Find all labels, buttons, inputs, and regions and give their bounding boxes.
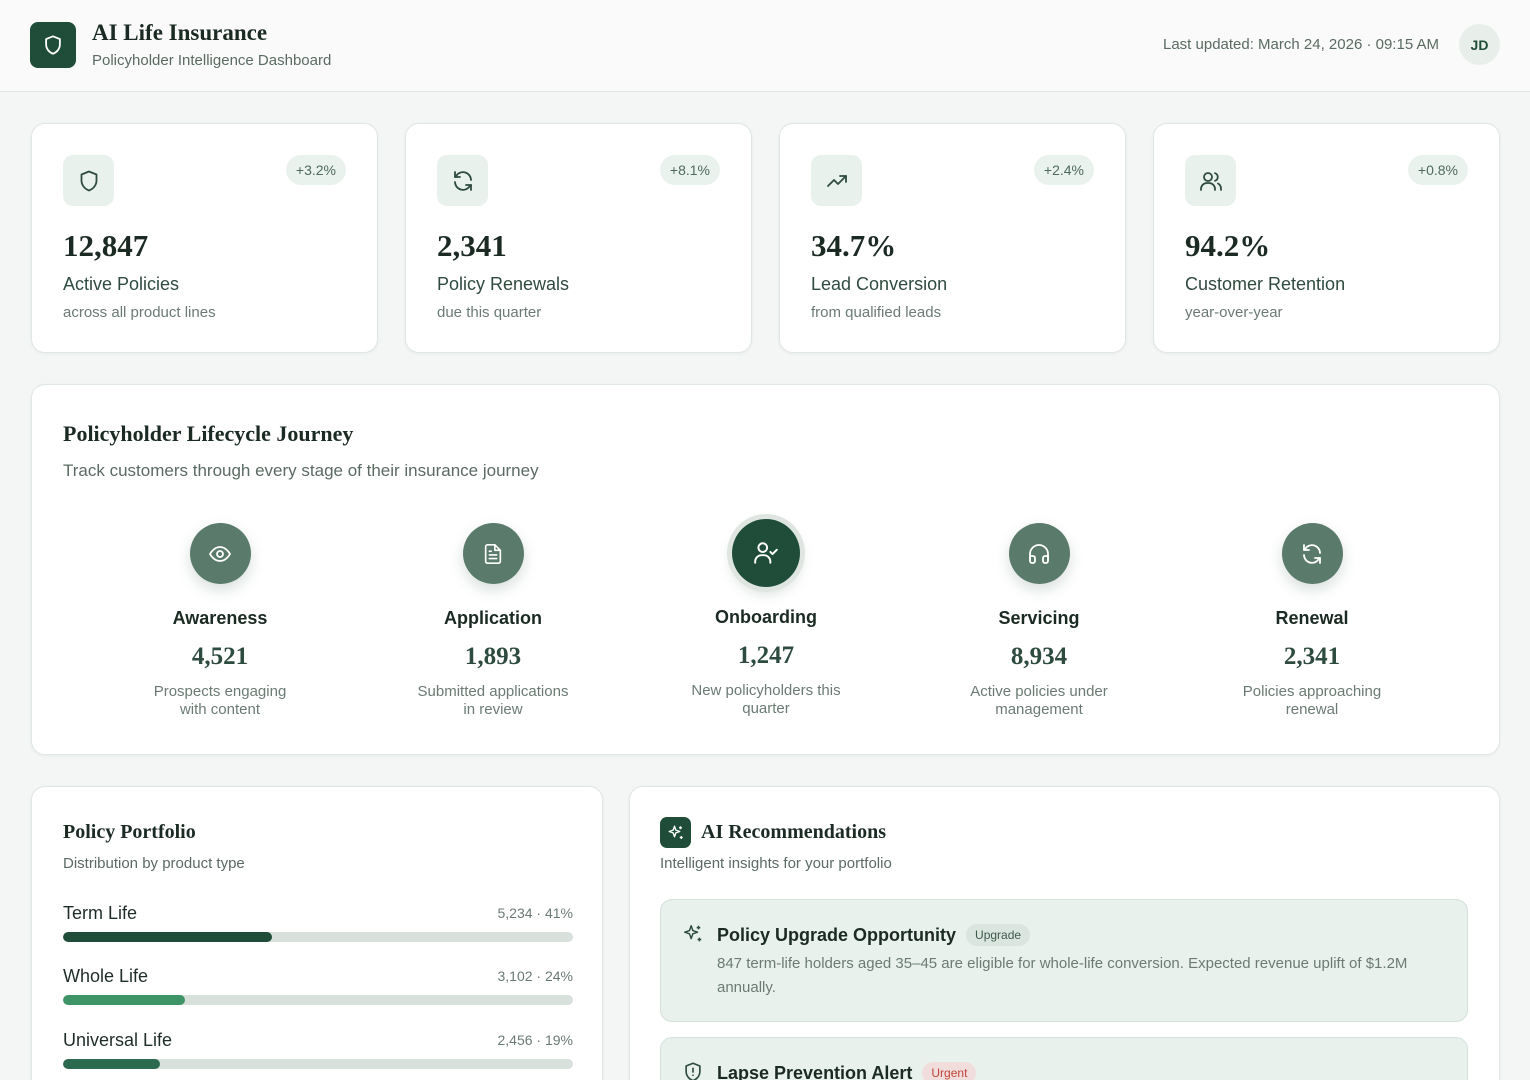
stage-application[interactable]: Application 1,893 Submitted applications… [373,523,613,719]
recommendation-title-row: Lapse Prevention Alert Urgent [717,1062,977,1080]
document-icon [484,543,502,564]
stage-description: Policies approaching renewal [1242,683,1382,718]
kpi-sublabel: from qualified leads [811,304,942,321]
stage-value: 1,893 [464,643,522,670]
stage-name: Application [444,608,542,628]
urgent-tag: Urgent [922,1062,977,1080]
shield-alert-icon [685,1062,701,1080]
stage-description: Active policies under management [970,683,1108,718]
kpi-sublabel: year-over-year [1185,304,1283,321]
kpi-label: Active Policies [63,274,180,294]
portfolio-bar-track [63,932,573,942]
portfolio-item-name: Whole Life [63,966,149,986]
stage-icon-circle [1008,523,1070,584]
portfolio-bar-track [63,995,573,1005]
kpi-card-customer-retention[interactable]: +0.8% 94.2% Customer Retention year-over… [1153,123,1500,353]
portfolio-bar-fill [63,1059,160,1069]
stage-description: New policyholders this quarter [691,682,841,717]
stage-name: Renewal [1275,608,1349,628]
lifecycle-journey-panel: Policyholder Lifecycle Journey Track cus… [31,384,1500,755]
kpi-card-lead-conversion[interactable]: +2.4% 34.7% Lead Conversion from qualifi… [779,123,1126,353]
lifecycle-title: Policyholder Lifecycle Journey [63,421,354,446]
kpi-delta-badge: +3.2% [285,155,346,185]
app-header: AI Life Insurance Policyholder Intellige… [0,0,1530,92]
recommendation-title: Policy Upgrade Opportunity [717,924,957,945]
stage-value: 8,934 [1010,643,1068,670]
stage-servicing[interactable]: Servicing 8,934 Active policies under ma… [919,523,1159,719]
portfolio-bar-fill [63,995,186,1005]
stage-icon-circle [732,519,800,587]
ai-badge [660,817,691,848]
portfolio-title: Policy Portfolio [63,821,196,843]
stage-icon-circle [189,523,251,584]
stage-renewal[interactable]: Renewal 2,341 Policies approaching renew… [1192,523,1432,719]
stage-onboarding[interactable]: Onboarding 1,247 New policyholders this … [646,519,886,718]
kpi-icon-container [1185,155,1236,206]
kpi-delta-badge: +0.8% [1407,155,1468,185]
ai-subtitle: Intelligent insights for your portfolio [660,855,892,872]
stage-description: Prospects engaging with content [153,683,287,718]
refresh-icon [1303,543,1321,564]
kpi-value: 12,847 [63,228,149,263]
stage-name: Onboarding [715,607,817,627]
portfolio-item-value: 5,234 · 41% [497,905,574,921]
stage-awareness[interactable]: Awareness 4,521 Prospects engaging with … [100,523,340,719]
recommendation-card-upgrade[interactable]: Policy Upgrade Opportunity Upgrade 847 t… [660,899,1468,1022]
headphones-icon [1029,543,1049,564]
app-logo [30,22,76,68]
stage-icon-circle [1281,523,1343,584]
shield-icon [45,35,61,55]
kpi-icon-container [811,155,862,206]
user-avatar[interactable]: JD [1459,24,1500,65]
kpi-label: Customer Retention [1185,274,1346,294]
kpi-value: 34.7% [811,228,897,263]
recommendation-title-row: Policy Upgrade Opportunity Upgrade [717,924,1031,946]
kpi-label: Lead Conversion [811,274,948,294]
kpi-sublabel: due this quarter [437,304,542,321]
kpi-card-active-policies[interactable]: +3.2% 12,847 Active Policies across all … [31,123,378,353]
stage-description: Submitted applications in review [417,683,569,718]
kpi-sublabel: across all product lines [63,304,216,321]
app-title: AI Life Insurance [92,20,268,45]
app-subtitle: Policyholder Intelligence Dashboard [92,52,332,69]
last-updated-text: Last updated: March 24, 2026 · 09:15 AM [1162,36,1439,53]
kpi-value: 2,341 [437,228,507,263]
upgrade-tag: Upgrade [966,924,1031,946]
kpi-label: Policy Renewals [437,274,570,294]
stage-value: 4,521 [191,643,249,670]
portfolio-item-name: Term Life [63,903,138,923]
ai-title: AI Recommendations [701,821,886,843]
portfolio-bar-fill [63,932,273,942]
kpi-icon-container [63,155,114,206]
lifecycle-subtitle: Track customers through every stage of t… [63,461,539,480]
users-icon [1199,171,1222,191]
user-check-icon [754,542,778,564]
trending-up-icon [826,174,847,187]
stage-icon-circle [462,523,524,584]
policy-portfolio-panel: Policy Portfolio Distribution by product… [31,786,603,1080]
kpi-card-policy-renewals[interactable]: +8.1% 2,341 Policy Renewals due this qua… [405,123,752,353]
portfolio-item-name: Universal Life [63,1030,173,1050]
stage-name: Servicing [998,608,1080,628]
portfolio-subtitle: Distribution by product type [63,855,245,872]
sparkle-icon [684,925,702,942]
kpi-value: 94.2% [1185,228,1271,263]
refresh-icon [453,170,472,191]
portfolio-item-value: 3,102 · 24% [497,968,574,984]
kpi-delta-badge: +8.1% [659,155,720,185]
kpi-delta-badge: +2.4% [1033,155,1094,185]
recommendation-card-lapse[interactable]: Lapse Prevention Alert Urgent [660,1037,1468,1080]
shield-icon [80,170,97,191]
stage-value: 2,341 [1283,643,1341,670]
eye-icon [209,545,231,562]
stage-value: 1,247 [737,642,795,669]
stage-name: Awareness [172,608,268,628]
kpi-icon-container [437,155,488,206]
recommendation-title: Lapse Prevention Alert [717,1062,913,1080]
portfolio-bar-track [63,1059,573,1069]
ai-recommendations-panel: AI Recommendations Intelligent insights … [629,786,1500,1080]
sparkle-icon [668,825,683,839]
portfolio-item-value: 2,456 · 19% [497,1032,574,1048]
recommendation-body: 847 term-life holders aged 35–45 are eli… [717,955,1408,996]
